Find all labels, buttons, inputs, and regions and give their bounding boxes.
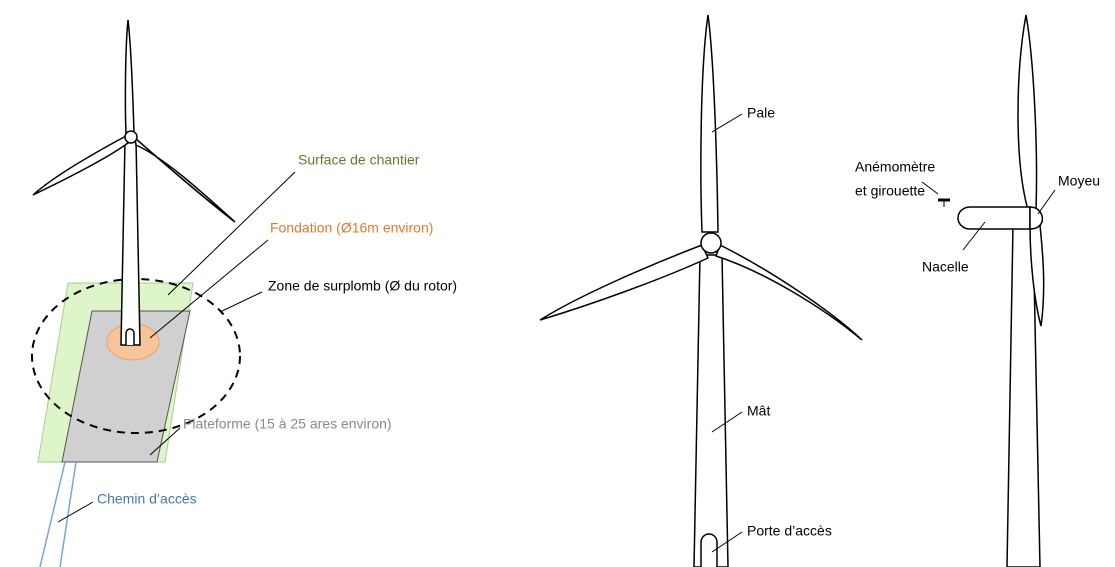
leader [1037,189,1056,215]
tower [120,139,141,346]
blade [715,243,863,341]
label: Zone de surplomb (Ø du rotor) [268,278,457,294]
blade [539,244,709,321]
leader [219,291,263,313]
site-drawing: Surface de chantier Fondation (Ø16m envi… [31,19,457,567]
label: Pale [747,105,775,121]
label: Plateforme (15 à 25 ares environ) [183,416,392,432]
label: Moyeu [1058,173,1100,189]
door [125,328,135,345]
side-drawing: Anémomètre et girouette Moyeu Nacelle [855,14,1100,567]
label: Porte d’accès [747,523,832,539]
blade [124,19,135,134]
leader [921,181,939,195]
blade [700,14,719,233]
nacelle [957,206,1031,230]
blade [32,134,129,196]
platform [61,310,191,463]
leader [57,501,94,523]
road-edge [39,461,66,567]
blade [1017,14,1038,211]
tower [693,254,729,567]
leader [167,171,296,296]
hub [124,130,138,144]
leader [711,411,743,433]
leader [149,427,181,456]
label: Chemin d’accès [97,491,197,507]
label: Fondation (Ø16m environ) [270,220,433,236]
front-drawing: Pale Mât Porte d’accès [539,14,863,567]
label: Anémomètre [855,159,935,175]
label: Nacelle [922,259,969,275]
overhang-zone [31,278,241,434]
hub [700,232,722,254]
door [700,533,718,567]
leader [149,239,269,339]
label: et girouette [855,183,925,199]
leader [962,221,986,251]
label: Surface de chantier [298,152,420,168]
blade [133,136,236,223]
leader [711,531,743,553]
label: Mât [747,403,770,419]
blade [1029,224,1045,327]
road-edge [59,461,77,567]
leader [711,113,743,133]
